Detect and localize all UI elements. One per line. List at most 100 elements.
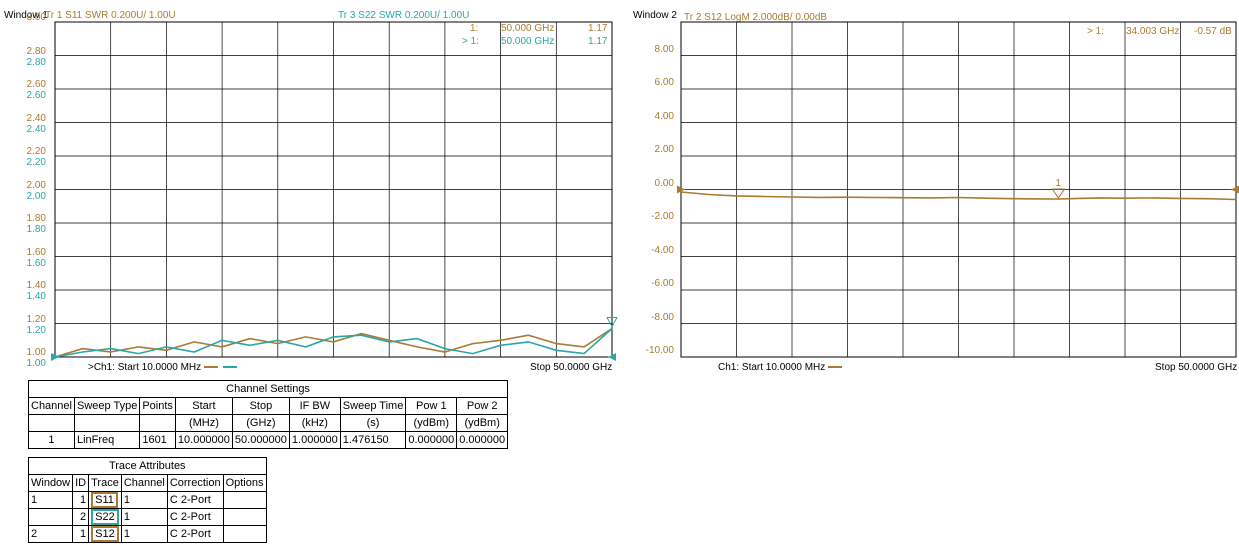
ta-h-window: Window [27, 474, 74, 492]
ta-r0-options [222, 491, 267, 509]
w1-ref-arrow-right [608, 353, 616, 361]
trace-s22-chip: S22 [91, 509, 119, 525]
s22-legend-swatch [222, 366, 237, 369]
w1-ytick-s11: 1.40 [26, 280, 46, 291]
trace-s11-chip: S11 [91, 492, 118, 508]
s11-legend-swatch [203, 366, 218, 369]
window1-footer-start: >Ch1: Start 10.0000 MHz [88, 362, 237, 373]
ta-r2-id: 1 [72, 525, 90, 543]
w1-ytick-s11: 2.20 [26, 146, 46, 157]
w2-ytick: 0.00 [654, 177, 674, 189]
cs-u-1 [73, 414, 141, 432]
w1-marker1-value: 1.17 [588, 23, 608, 34]
cs-d-8: 0.000000 [456, 431, 509, 449]
w1-ytick-s22: 1.40 [26, 291, 46, 302]
w2-ytick: 6.00 [654, 77, 674, 88]
w2-marker-value: -0.57 dB [1194, 26, 1232, 37]
window2-footer-stop: Stop 50.0000 GHz [1155, 362, 1238, 373]
cs-d-3: 10.000000 [174, 431, 233, 449]
w1-ytick-s22: 2.00 [26, 190, 46, 202]
cs-h-sweep-type: Sweep Type [73, 397, 141, 415]
w2-ytick: 4.00 [654, 110, 674, 122]
table-row: 2 1 S12 1 C 2-Port [27, 525, 267, 543]
ta-h-trace: Trace [88, 474, 122, 492]
ta-r2-correction: C 2-Port [166, 525, 224, 543]
series-s12-line [680, 191, 1237, 201]
cs-h-pow2: Pow 2 [456, 397, 509, 415]
w2-ref-arrow-right [1231, 185, 1239, 194]
series-s22-line [54, 327, 613, 358]
w1-ytick-s22: 1.20 [26, 324, 46, 336]
cs-u-3: (MHz) [174, 414, 233, 432]
window2-label: Window 2 [633, 10, 677, 21]
cs-u-8: (ydBm) [456, 414, 509, 432]
ta-r1-trace: S22 [88, 508, 122, 526]
cs-h-pow1: Pow 1 [405, 397, 458, 415]
w2-ytick: -6.00 [651, 278, 674, 289]
tr2-header[interactable]: Tr 2 S12 LogM 2.000dB/ 0.00dB [684, 12, 828, 23]
tr3-header[interactable]: Tr 3 S22 SWR 0.200U/ 1.00U [338, 10, 470, 21]
w1-ytick-s11: 1.00 [26, 347, 46, 358]
w1-ytick-s11: 2.80 [26, 45, 46, 57]
w1-ytick-s11: 3.00 [26, 12, 46, 23]
cs-d-5: 1.000000 [288, 431, 341, 449]
ta-r0-channel: 1 [120, 491, 168, 509]
cs-h-ifbw: IF BW [288, 397, 341, 415]
w1-ytick-s22: 1.80 [26, 224, 46, 235]
cs-d-6: 1.476150 [339, 431, 407, 449]
w2-ytick: -2.00 [651, 211, 674, 222]
w1-ytick-s11: 1.80 [26, 213, 46, 224]
channel-settings-unit-row: (MHz) (GHz) (kHz) (s) (ydBm) (ydBm) [28, 414, 509, 432]
ta-r2-window: 2 [27, 525, 74, 543]
ta-h-correction: Correction [166, 474, 224, 492]
trace-attributes-table: Trace Attributes Window ID Trace Channel… [27, 457, 267, 543]
trace-s12-chip: S12 [91, 526, 119, 542]
w2-ytick: -4.00 [651, 244, 674, 256]
tr1-header[interactable]: Tr 1 S11 SWR 0.200U/ 1.00U [45, 10, 176, 21]
w1-ytick-s22: 1.00 [26, 358, 46, 369]
cs-h-start: Start [174, 397, 233, 415]
ta-h-channel: Channel [120, 474, 168, 492]
w1-ytick-s11: 2.00 [26, 179, 46, 191]
ta-r0-window: 1 [27, 491, 74, 509]
channel-settings-table: Channel Settings Channel Sweep Type Poin… [27, 380, 509, 449]
ta-h-id: ID [72, 474, 90, 492]
w2-ref-arrow-left [677, 185, 685, 194]
w1-ref-arrow-left [51, 353, 59, 361]
ta-r2-channel: 1 [120, 525, 168, 543]
s12-legend-swatch [828, 366, 843, 369]
w1-ytick-s11: 2.40 [26, 112, 46, 124]
ta-r2-trace: S12 [88, 525, 122, 543]
w1-marker2-value: 1.17 [588, 36, 608, 47]
channel-settings-data-row: 1 LinFreq 1601 10.000000 50.000000 1.000… [28, 431, 509, 449]
w2-ytick: -10.00 [645, 345, 674, 356]
w1-marker2-freq: 50.000 GHz [501, 36, 555, 47]
w1-ytick-s22: 2.40 [26, 123, 46, 135]
ta-h-options: Options [222, 474, 267, 492]
trace-attributes-header-row: Window ID Trace Channel Correction Optio… [27, 474, 267, 492]
cs-d-1: LinFreq [73, 431, 141, 449]
window1-start-text: >Ch1: Start 10.0000 MHz [88, 362, 202, 373]
w1-ytick-s11: 1.60 [26, 246, 46, 258]
cs-u-5: (kHz) [288, 414, 341, 432]
w2-ytick: -8.00 [651, 311, 674, 323]
cs-h-channel: Channel [28, 397, 75, 415]
ta-r1-channel: 1 [120, 508, 168, 526]
w2-ytick: 2.00 [654, 144, 674, 155]
ta-r0-correction: C 2-Port [166, 491, 224, 509]
cs-u-2 [139, 414, 176, 432]
w1-marker1-freq: 50.000 GHz [501, 23, 555, 34]
cs-d-0: 1 [28, 431, 75, 449]
cs-h-stop: Stop [231, 397, 290, 415]
window1-footer-stop: Stop 50.0000 GHz [530, 362, 613, 373]
cs-h-points: Points [139, 397, 176, 415]
table-row: 1 1 S11 1 C 2-Port [27, 491, 267, 509]
w1-marker1-id: 1: [470, 23, 479, 34]
w1-marker2-id: > 1: [462, 36, 479, 47]
ta-r0-trace: S11 [88, 491, 122, 509]
channel-settings-header-row: Channel Sweep Type Points Start Stop IF … [28, 397, 509, 415]
cs-u-6: (s) [339, 414, 407, 432]
w1-ytick-s11: 1.20 [26, 313, 46, 325]
